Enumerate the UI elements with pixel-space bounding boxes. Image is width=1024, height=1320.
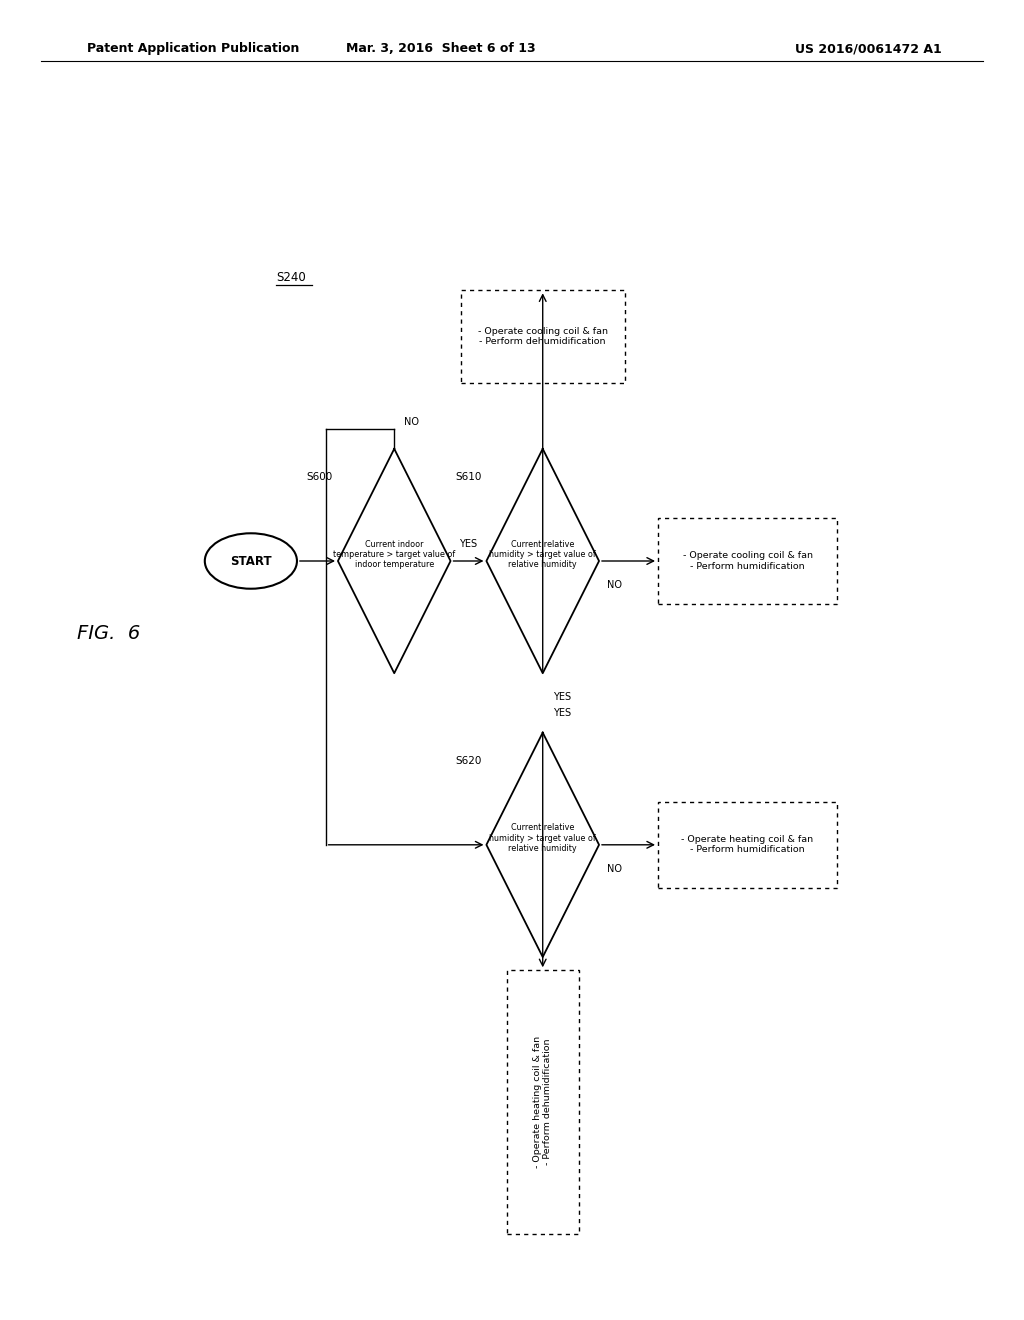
Text: - Operate cooling coil & fan
- Perform humidification: - Operate cooling coil & fan - Perform h… — [683, 552, 812, 570]
Text: NO: NO — [404, 417, 420, 428]
Text: NO: NO — [607, 863, 623, 874]
Text: Current relative
humidity > target value of
relative humidity: Current relative humidity > target value… — [489, 824, 596, 853]
Text: Mar. 3, 2016  Sheet 6 of 13: Mar. 3, 2016 Sheet 6 of 13 — [345, 42, 536, 55]
Text: YES: YES — [460, 539, 477, 549]
Bar — [507, 970, 579, 1234]
Text: S600: S600 — [306, 471, 333, 482]
Text: Patent Application Publication: Patent Application Publication — [87, 42, 299, 55]
Text: US 2016/0061472 A1: US 2016/0061472 A1 — [796, 42, 942, 55]
Text: S610: S610 — [455, 471, 481, 482]
Text: START: START — [230, 554, 271, 568]
Text: - Operate heating coil & fan
- Perform humidification: - Operate heating coil & fan - Perform h… — [681, 836, 814, 854]
Text: YES: YES — [553, 708, 571, 718]
Text: NO: NO — [607, 579, 623, 590]
Text: FIG.  6: FIG. 6 — [77, 624, 140, 643]
Text: Current indoor
temperature > target value of
indoor temperature: Current indoor temperature > target valu… — [333, 540, 456, 569]
Text: - Operate heating coil & fan
- Perform dehumidification: - Operate heating coil & fan - Perform d… — [534, 1036, 552, 1168]
Text: - Operate cooling coil & fan
- Perform dehumidification: - Operate cooling coil & fan - Perform d… — [478, 327, 607, 346]
Bar — [657, 801, 837, 887]
Text: S620: S620 — [455, 755, 481, 766]
Text: YES: YES — [553, 692, 571, 702]
Text: S240: S240 — [276, 271, 306, 284]
Bar — [657, 519, 837, 605]
Bar — [461, 290, 625, 383]
Text: Current relative
humidity > target value of
relative humidity: Current relative humidity > target value… — [489, 540, 596, 569]
